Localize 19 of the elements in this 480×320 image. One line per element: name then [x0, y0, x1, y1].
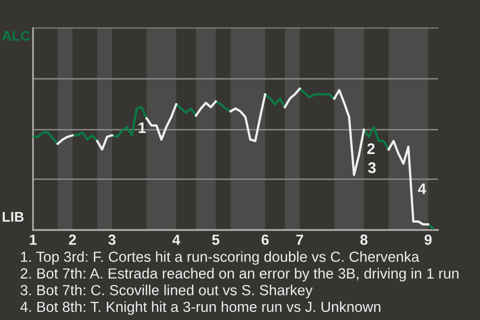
x-tick-label: 4 [172, 234, 180, 245]
x-tick-label: 3 [108, 234, 116, 245]
text: ALC [2, 30, 30, 41]
text: 3. Bot 7th: C. Scoville lined out vs S. Sharkey [20, 284, 313, 298]
x-tick-label: 7 [296, 234, 304, 245]
annotation: 3 [368, 162, 376, 174]
text: LIB [2, 212, 24, 222]
x-tick-label: 5 [212, 234, 220, 245]
x-tick-label: 9 [424, 234, 432, 245]
text: 2. Bot 7th: A. Estrada reached on an error by the 3B, driving in 1 run [20, 268, 458, 282]
text: 4. Bot 8th: T. Knight hit a 3-run home run vs J. Unknown [20, 301, 380, 315]
x-tick-label: 2 [68, 234, 76, 245]
x-tick-label: 8 [360, 234, 368, 245]
x-tick-label: 1 [30, 234, 37, 245]
x-tick-label: 6 [262, 234, 269, 245]
annotation: 4 [418, 183, 426, 194]
text: 1. Top 3rd: F. Cortes hit a run-scoring double vs C. Chervenka [21, 251, 420, 265]
annotation: 1 [138, 122, 146, 133]
annotation: 2 [367, 143, 375, 154]
